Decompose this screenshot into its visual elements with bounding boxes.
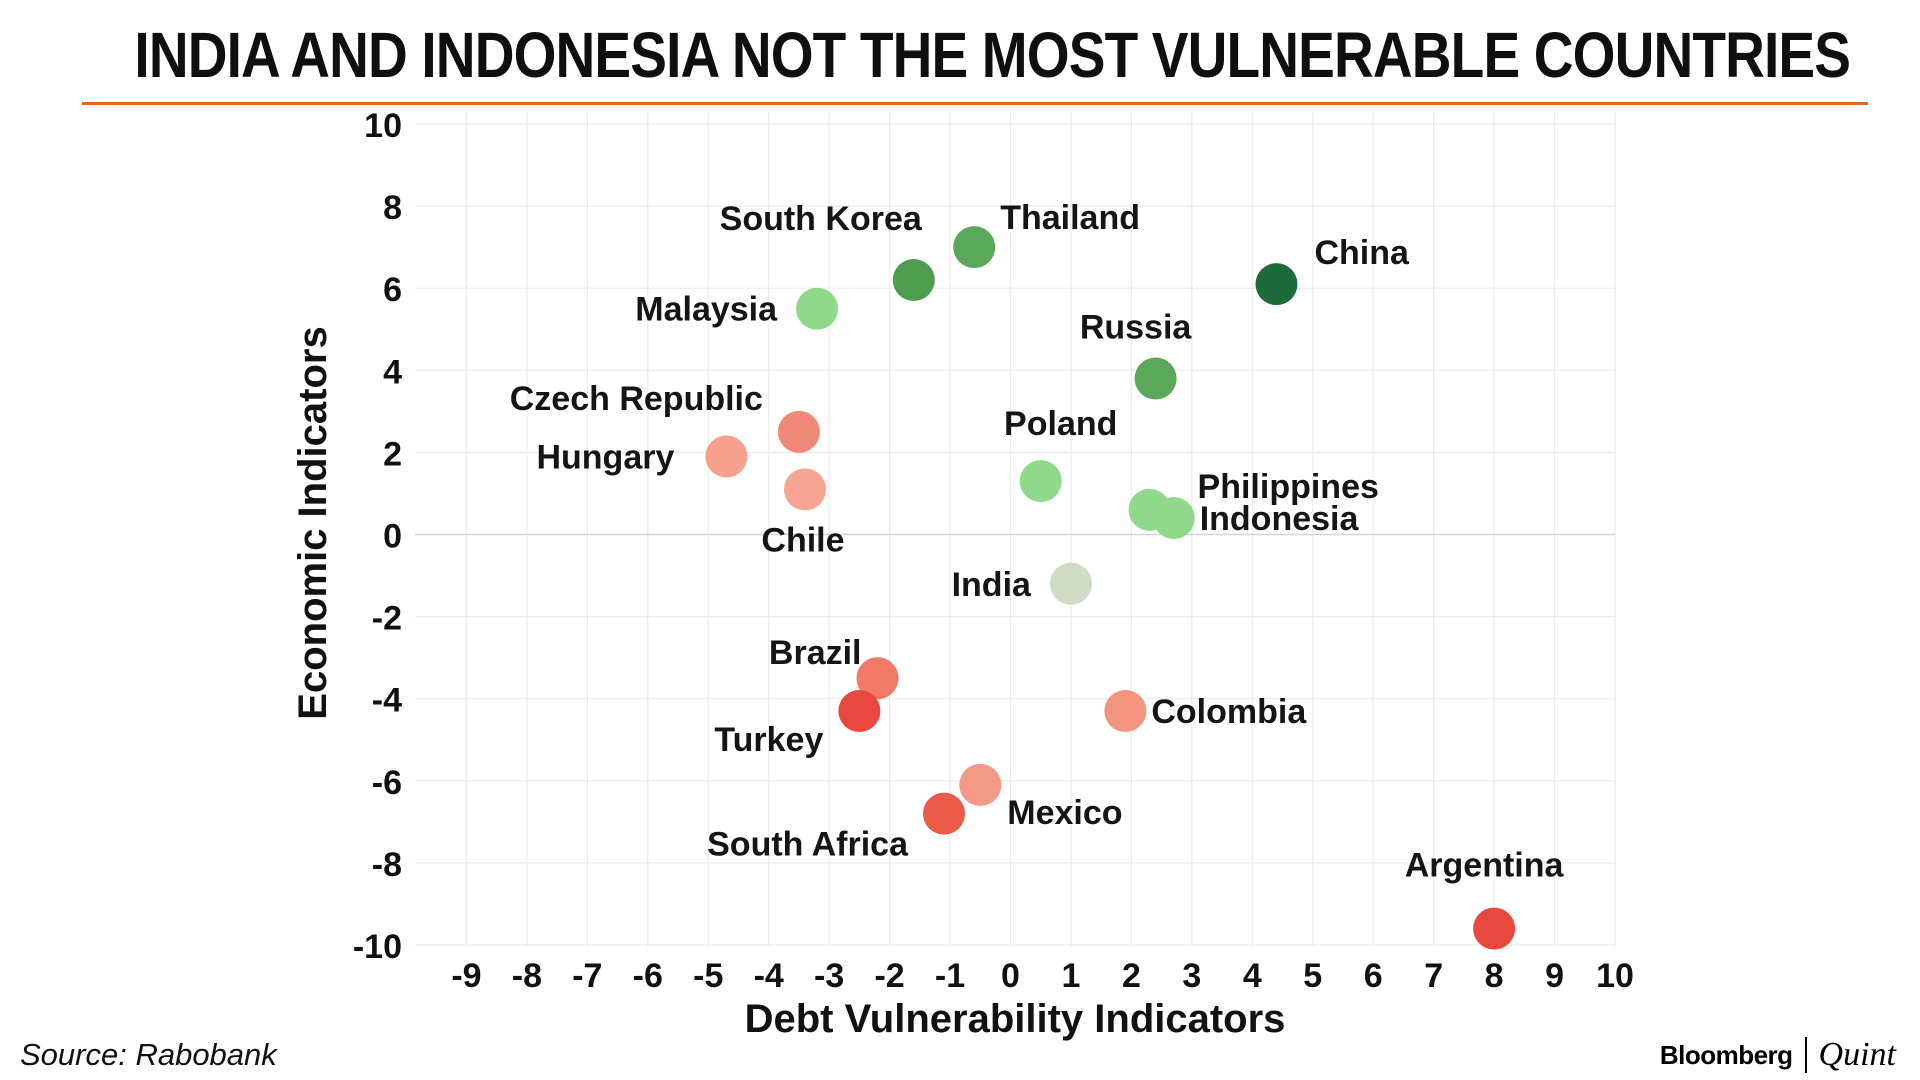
point-label: Czech Republic xyxy=(510,380,763,418)
x-tick-label: -1 xyxy=(935,957,965,995)
x-tick-label: 3 xyxy=(1182,957,1201,995)
x-tick-label: 1 xyxy=(1061,957,1080,995)
point-marker xyxy=(1019,460,1062,503)
point-marker xyxy=(783,468,826,511)
y-tick-label: -2 xyxy=(372,600,402,638)
title-underline xyxy=(82,102,1868,105)
point-marker xyxy=(1049,562,1092,605)
point-label: Poland xyxy=(1004,405,1117,443)
point-marker xyxy=(923,792,966,835)
point-label: China xyxy=(1314,234,1410,272)
point-marker xyxy=(705,435,748,478)
x-tick-label: 10 xyxy=(1596,957,1634,995)
x-axis-title: Debt Vulnerability Indicators xyxy=(745,997,1286,1041)
point-label: Philippines xyxy=(1198,468,1379,506)
x-tick-label: 7 xyxy=(1424,957,1443,995)
point-marker xyxy=(1152,497,1195,540)
y-tick-label: 2 xyxy=(383,435,402,473)
x-tick-label: 5 xyxy=(1303,957,1322,995)
brand-quint: Quint xyxy=(1818,1036,1896,1073)
x-tick-label: 4 xyxy=(1243,957,1262,995)
point-marker xyxy=(959,763,1002,806)
point-marker xyxy=(796,287,839,330)
x-tick-label: -3 xyxy=(814,957,844,995)
brand-divider xyxy=(1804,1037,1807,1073)
x-tick-label: -6 xyxy=(633,957,663,995)
point-label: Malaysia xyxy=(635,291,778,329)
point-label: Indonesia xyxy=(1200,500,1360,538)
chart-title: INDIA AND INDONESIA NOT THE MOST VULNERA… xyxy=(134,19,1851,91)
point-label: Argentina xyxy=(1405,847,1565,885)
point-marker xyxy=(777,410,820,453)
point-marker xyxy=(1134,357,1177,400)
point-marker xyxy=(1104,690,1147,733)
source-note: Source: Rabobank xyxy=(20,1037,277,1072)
x-tick-label: 0 xyxy=(1001,957,1020,995)
brand-logo: Bloomberg Quint xyxy=(1660,1036,1896,1074)
y-tick-label: -4 xyxy=(372,682,402,720)
x-tick-label: 9 xyxy=(1545,957,1564,995)
x-tick-label: -4 xyxy=(754,957,784,995)
y-tick-label: -10 xyxy=(353,928,402,966)
x-tick-label: 2 xyxy=(1122,957,1141,995)
y-tick-label: 6 xyxy=(383,271,402,309)
point-label: Russia xyxy=(1080,309,1193,347)
point-marker xyxy=(838,690,881,733)
x-tick-label: -2 xyxy=(874,957,904,995)
point-marker xyxy=(892,258,935,301)
x-tick-label: 6 xyxy=(1364,957,1383,995)
y-axis-title: Economic Indicators xyxy=(291,326,335,719)
y-tick-label: -8 xyxy=(372,846,402,884)
x-tick-label: -5 xyxy=(693,957,723,995)
point-label: Mexico xyxy=(1007,794,1122,832)
point-label: Brazil xyxy=(769,634,862,672)
x-tick-label: 8 xyxy=(1485,957,1504,995)
y-tick-label: 10 xyxy=(364,107,402,145)
point-label: Colombia xyxy=(1151,693,1307,731)
point-marker xyxy=(953,226,996,269)
y-tick-label: 4 xyxy=(383,353,402,391)
y-tick-label: 0 xyxy=(383,518,402,556)
brand-bloomberg: Bloomberg xyxy=(1659,1039,1793,1070)
y-tick-label: -6 xyxy=(372,764,402,802)
point-label: India xyxy=(952,566,1032,604)
x-tick-label: -7 xyxy=(572,957,602,995)
point-label: Chile xyxy=(761,521,844,559)
point-label: Turkey xyxy=(714,721,823,759)
y-tick-label: 8 xyxy=(383,189,402,227)
point-marker xyxy=(856,657,899,700)
point-label: South Korea xyxy=(720,200,923,238)
point-label: South Africa xyxy=(707,826,909,864)
point-marker xyxy=(1255,263,1298,306)
point-marker xyxy=(1473,907,1516,950)
point-label: Thailand xyxy=(1000,199,1140,237)
x-tick-label: -9 xyxy=(451,957,481,995)
point-label: Hungary xyxy=(536,439,674,477)
x-tick-label: -8 xyxy=(512,957,542,995)
